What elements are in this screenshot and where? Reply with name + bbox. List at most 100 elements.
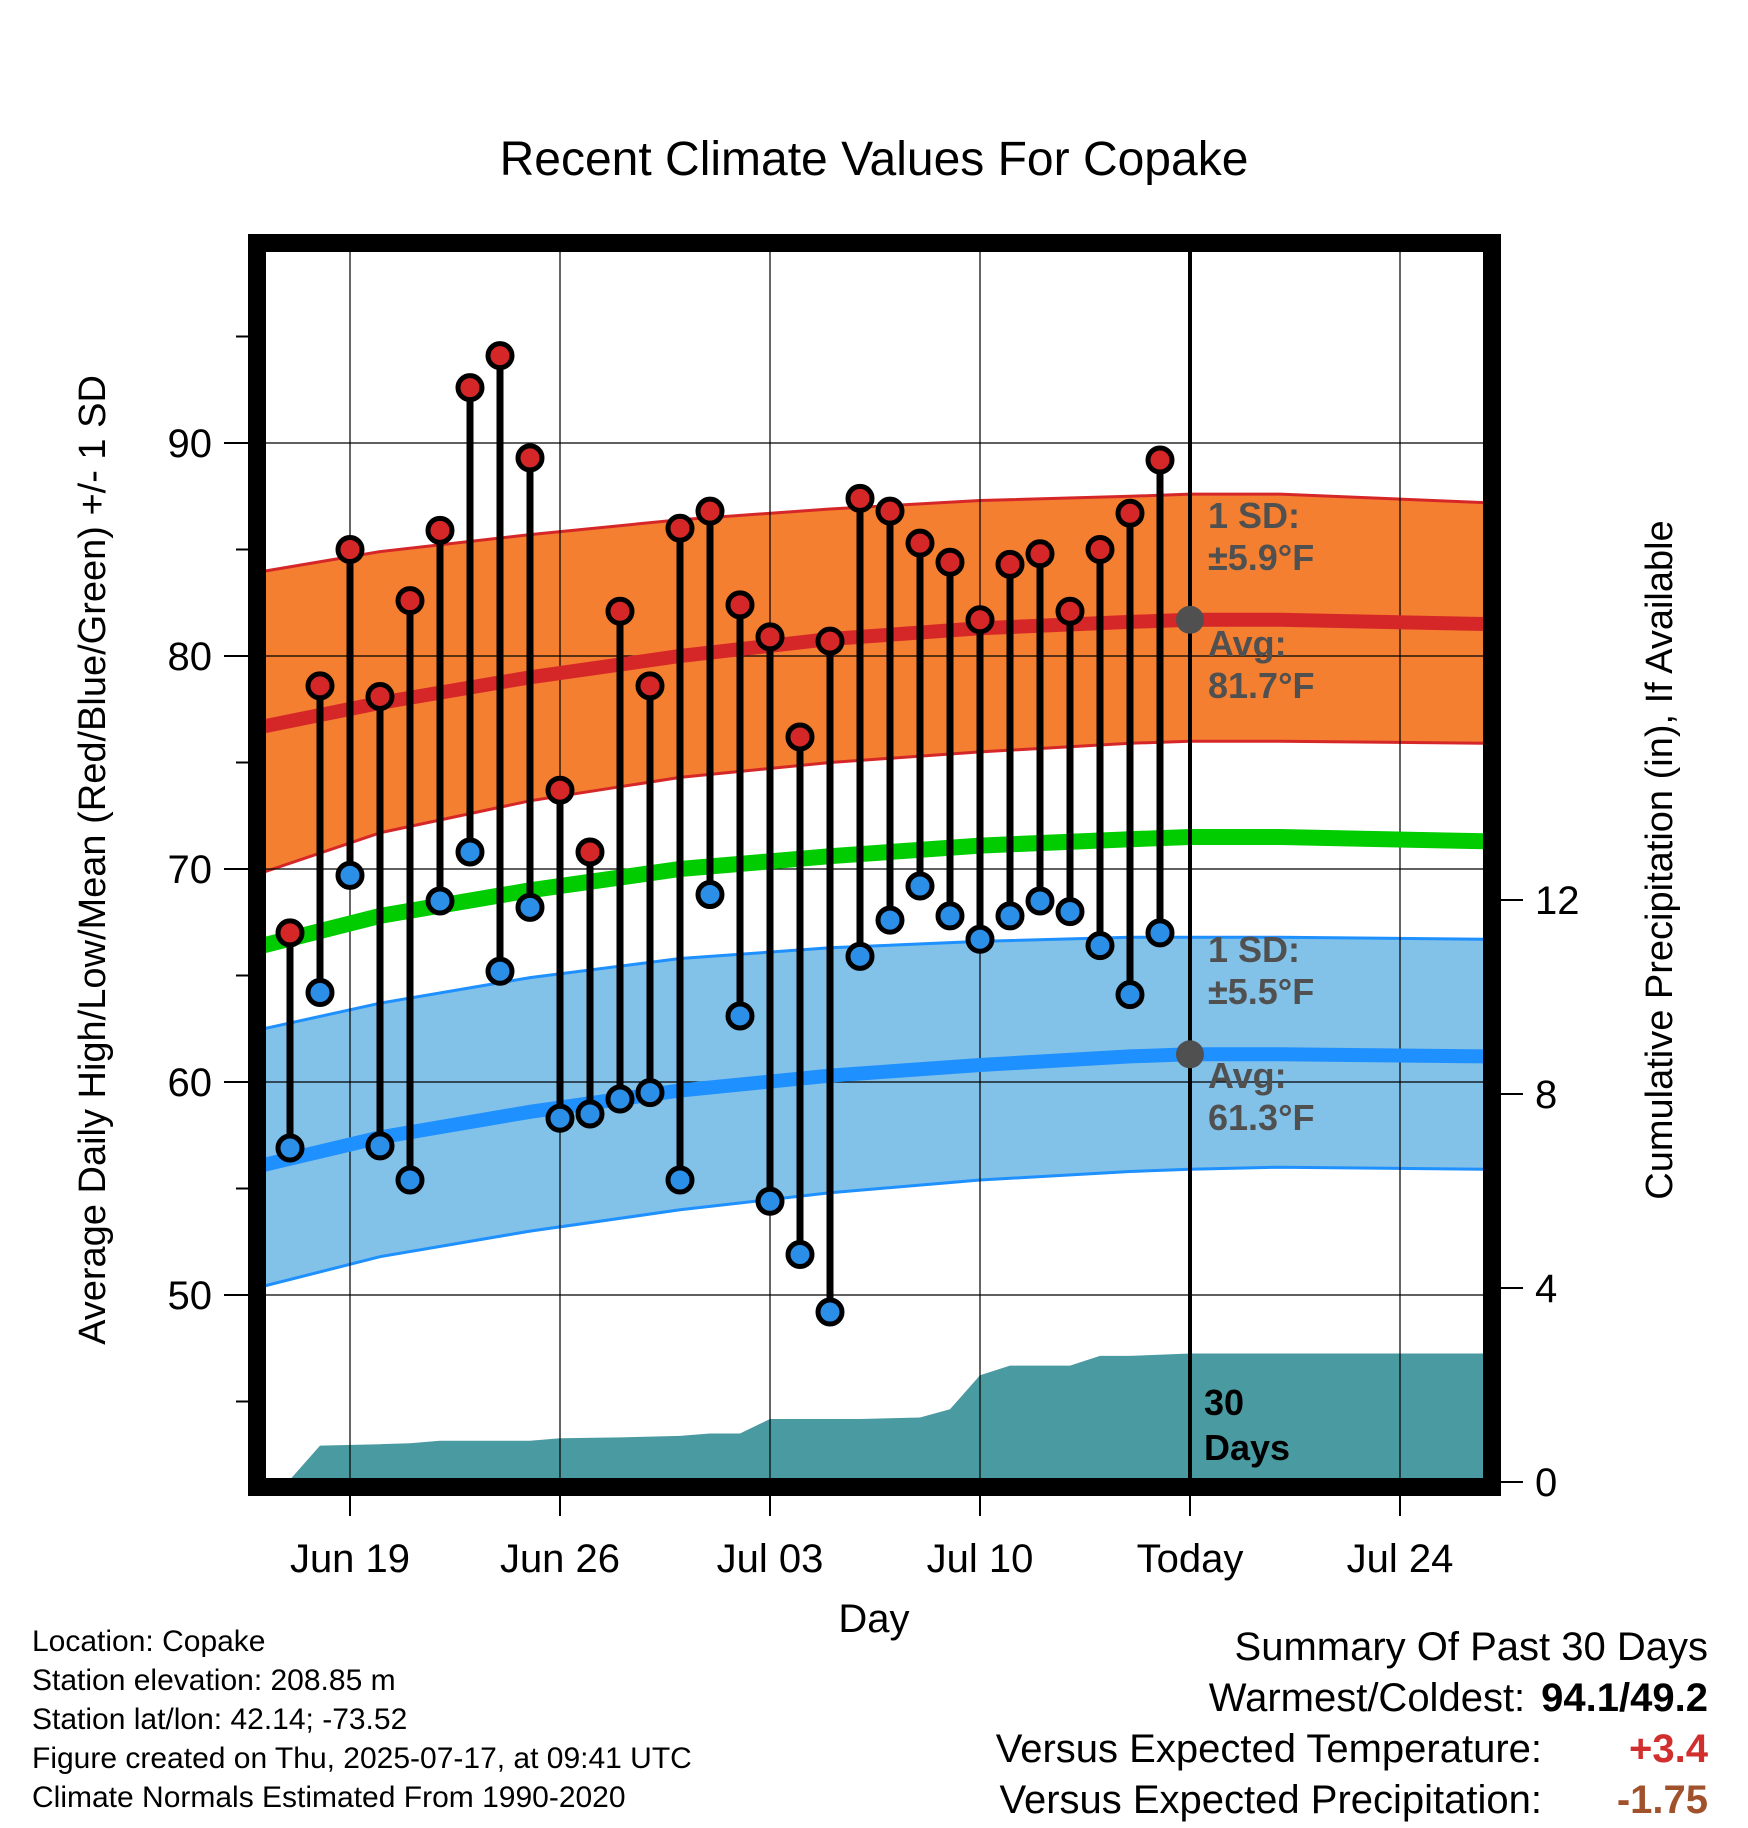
today-high-avg-marker <box>1176 605 1204 634</box>
high-point <box>665 513 695 543</box>
low-point <box>305 978 335 1008</box>
high-avg-value: 81.7°F <box>1208 665 1314 706</box>
low-point <box>1115 980 1145 1010</box>
high-point <box>485 341 515 371</box>
low-point <box>905 871 935 901</box>
high-sd-label: 1 SD: <box>1208 495 1300 536</box>
low-sd-value: ±5.5°F <box>1208 971 1314 1012</box>
y-tick-label-left: 90 <box>168 422 213 466</box>
high-point <box>515 443 545 473</box>
low-point <box>1055 897 1085 927</box>
high-point <box>1145 445 1175 475</box>
low-point <box>545 1103 575 1133</box>
low-point <box>1145 918 1175 948</box>
y-tick-label-left: 60 <box>168 1061 213 1105</box>
mean-line <box>262 829 1485 955</box>
high-point <box>1025 539 1055 569</box>
low-lower-edge <box>262 1165 1485 1289</box>
high-point <box>995 549 1025 579</box>
precip-area <box>266 1353 1484 1482</box>
y-axis-label-right: Cumulative Precipitation (in), If Availa… <box>1639 520 1681 1199</box>
low-point <box>935 901 965 931</box>
low-avg-label: Avg: <box>1208 1055 1287 1096</box>
high-point <box>305 671 335 701</box>
x-tick-label: Jul 03 <box>717 1537 824 1581</box>
high-point <box>875 496 905 526</box>
y-tick-label-right: 0 <box>1535 1461 1557 1505</box>
low-point <box>965 924 995 954</box>
plot-frame <box>248 234 1501 1496</box>
low-avg-value: 61.3°F <box>1208 1097 1314 1138</box>
summary-panel: Summary Of Past 30 Days Warmest/Coldest:… <box>996 1622 1708 1826</box>
low-point <box>635 1078 665 1108</box>
low-point <box>665 1165 695 1195</box>
low-point <box>485 956 515 986</box>
y-tick-label-right: 12 <box>1535 879 1580 923</box>
high-point <box>1085 535 1115 564</box>
low-point <box>365 1131 395 1161</box>
low-point <box>695 880 725 910</box>
created-text: Figure created on Thu, 2025-07-17, at 09… <box>32 1742 692 1775</box>
high-point <box>455 373 485 403</box>
elevation-text: Station elevation: 208.85 m <box>32 1664 396 1697</box>
low-sd-label: 1 SD: <box>1208 929 1300 970</box>
high-lower-edge <box>262 739 1485 875</box>
low-point <box>455 837 485 867</box>
chart-title: Recent Climate Values For Copake <box>500 133 1249 186</box>
x-tick-label: Jun 26 <box>500 1537 620 1581</box>
low-point <box>335 860 365 890</box>
high-point <box>1055 596 1085 626</box>
summary-warm-cold: Warmest/Coldest: 94.1/49.2 <box>996 1673 1708 1724</box>
low-point <box>515 892 545 922</box>
low-point <box>275 1133 305 1163</box>
high-point <box>425 515 455 545</box>
x-tick-label: Jul 24 <box>1347 1537 1454 1581</box>
high-point <box>755 622 785 652</box>
x-tick-label: Jun 19 <box>290 1537 410 1581</box>
y-tick-label-left: 50 <box>168 1274 213 1318</box>
high-avg-label: Avg: <box>1208 623 1287 664</box>
high-point <box>605 596 635 626</box>
y-axis-label-left: Average Daily High/Low/Mean (Red/Blue/Gr… <box>72 375 114 1345</box>
low-point <box>575 1099 605 1129</box>
summary-title: Summary Of Past 30 Days <box>1234 1625 1708 1669</box>
precip-label-days: Days <box>1204 1427 1290 1468</box>
low-sd-band <box>262 937 1484 1287</box>
high-point <box>635 671 665 701</box>
high-upper-edge <box>262 492 1485 574</box>
summary-precip: Versus Expected Precipitation: -1.75 <box>996 1775 1708 1826</box>
location-text: Location: Copake <box>32 1625 266 1658</box>
y-tick-label-left: 80 <box>168 635 213 679</box>
low-point <box>815 1297 845 1327</box>
warm-cold-label: Warmest/Coldest: <box>1208 1676 1526 1720</box>
low-point <box>425 886 455 916</box>
high-point <box>575 837 605 867</box>
x-tick-label: Today <box>1137 1537 1244 1581</box>
latlon-text: Station lat/lon: 42.14; -73.52 <box>32 1703 408 1736</box>
precip-diff-label: Versus Expected Precipitation: <box>999 1778 1542 1822</box>
low-point <box>845 941 875 971</box>
low-point <box>725 1001 755 1031</box>
high-point <box>545 775 575 805</box>
low-point <box>755 1186 785 1216</box>
high-avg-line <box>262 612 1485 734</box>
high-point <box>725 590 755 620</box>
high-point <box>935 547 965 577</box>
normals-text: Climate Normals Estimated From 1990-2020 <box>32 1781 626 1814</box>
low-point <box>1025 886 1055 916</box>
low-point <box>395 1165 425 1195</box>
high-sd-value: ±5.9°F <box>1208 537 1314 578</box>
high-point <box>965 605 995 635</box>
low-point <box>605 1084 635 1114</box>
low-point <box>995 901 1025 931</box>
low-upper-edge <box>262 935 1485 1031</box>
y-tick-label-right: 4 <box>1535 1267 1557 1311</box>
plot-clip-group <box>262 248 1487 1482</box>
high-point <box>785 722 815 752</box>
y-tick-label-left: 70 <box>168 848 213 892</box>
high-point <box>275 918 305 948</box>
high-point <box>365 681 395 711</box>
precip-diff-value: -1.75 <box>1616 1778 1708 1822</box>
